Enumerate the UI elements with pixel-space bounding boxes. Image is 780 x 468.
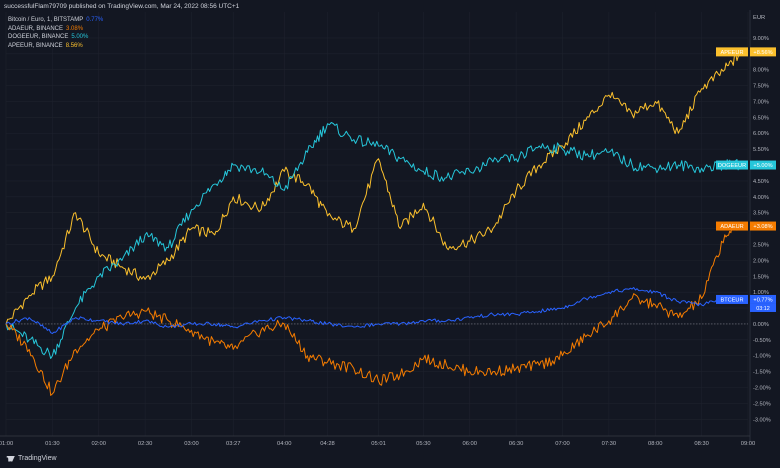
y-tick-label: 5.50% [753, 147, 769, 153]
y-tick-label: 2.50% [753, 242, 769, 248]
y-tick-label: 3.50% [753, 211, 769, 217]
x-tick-label: 04:28 [320, 441, 335, 447]
series-value-tag-text: +8.56% [753, 50, 772, 56]
y-tick-label: 6.50% [753, 115, 769, 121]
legend-value: 5.00% [71, 34, 89, 41]
x-tick-label: 07:30 [602, 441, 617, 447]
x-tick-label: 08:00 [648, 441, 663, 447]
series-line-btceur [5, 287, 743, 334]
y-tick-label: 1.00% [753, 290, 769, 296]
x-tick-label: 07:00 [555, 441, 570, 447]
series-name-tag [716, 221, 748, 231]
y-tick-label: 1.50% [753, 274, 769, 280]
x-tick-label: 03:27 [226, 441, 241, 447]
x-axis: 01:00 01:30 02:00 02:30 03:00 03:27 04:00 04:28… [0, 435, 756, 447]
x-tick-label: 03:00 [184, 441, 199, 447]
y-tick-label: 7.00% [753, 99, 769, 105]
x-tick-label: 09:00 [741, 441, 756, 447]
y-unit-label: EUR [753, 15, 765, 21]
x-tick-label: 06:00 [462, 441, 477, 447]
tradingview-logo-icon [6, 455, 15, 462]
legend-label: ADAEUR, BINANCE [8, 25, 64, 32]
x-tick-label: 08:30 [694, 441, 709, 447]
y-tick-label: -2.50% [753, 401, 771, 407]
series-value-tag-text: +3.08% [753, 224, 772, 230]
y-tick-label: 0.00% [753, 322, 769, 328]
y-tick-label: -3.00% [753, 417, 771, 423]
series-countdown-text: 03:12 [756, 306, 770, 312]
series-value-tag [750, 221, 776, 231]
price-tags: APEEUR +8.56% DOGEEUR +5.00% ADAEUR +3.08% BTC… [716, 47, 776, 312]
legend-value: 0.77% [86, 17, 104, 23]
series-value-tag [750, 47, 776, 57]
legend-item-ada[interactable]: ADAEUR, BINANCE 3.08% [8, 25, 103, 34]
y-tick-label: -1.00% [753, 354, 771, 360]
y-tick-label: 4.50% [753, 179, 769, 185]
legend-value: 3.08% [66, 25, 84, 32]
footer: TradingView [6, 455, 57, 462]
legend-label: Bitcoin / Euro, 1, BITSTAMP [8, 17, 84, 23]
series-name-tag [716, 47, 748, 57]
series-value-tag-text: +0.77% [753, 297, 772, 303]
footer-brand[interactable]: TradingView [18, 455, 57, 462]
legend-label: DOGEEUR, BINANCE [8, 34, 69, 41]
x-tick-label: 06:30 [509, 441, 524, 447]
series-layer [5, 51, 743, 396]
legend-item-doge[interactable]: DOGEEUR, BINANCE 5.00% [8, 33, 103, 42]
series-line-apeeur [5, 51, 743, 325]
series-value-tag-text: +5.00% [753, 163, 772, 169]
y-tick-label: 2.00% [753, 258, 769, 264]
y-tick-label: 7.50% [753, 84, 769, 90]
series-name-tag [716, 160, 748, 170]
x-tick-label: 05:01 [371, 441, 386, 447]
y-tick-label: -2.00% [753, 386, 771, 392]
y-tick-label: 6.00% [753, 131, 769, 137]
x-tick-label: 05:30 [416, 441, 431, 447]
legend-item-ape[interactable]: APEEUR, BINANCE 8.56% [8, 42, 103, 51]
legend-item-btc[interactable]: Bitcoin / Euro, 1, BITSTAMP 0.77% [8, 16, 103, 25]
series-countdown-tag [750, 303, 776, 312]
legend: Bitcoin / Euro, 1, BITSTAMP 0.77% ADAEUR,… [8, 16, 103, 50]
x-tick-label: 01:30 [45, 441, 60, 447]
y-tick-label: -0.50% [753, 338, 771, 344]
x-tick-label: 02:30 [138, 441, 153, 447]
x-tick-label: 04:00 [277, 441, 292, 447]
y-tick-label: 8.00% [753, 68, 769, 74]
grid-lines [5, 12, 749, 436]
series-name-tag-text: APEEUR [720, 50, 743, 56]
y-tick-label: 9.00% [753, 36, 769, 42]
y-tick-label: -1.50% [753, 370, 771, 376]
x-tick-label: 01:00 [0, 441, 13, 447]
series-name-tag-text: ADAEUR [720, 224, 743, 230]
publisher-header: successfulFlam79709 published on Trading… [4, 3, 240, 10]
series-name-tag-text: BTCEUR [721, 297, 744, 303]
series-line-dogeeur [5, 122, 743, 359]
series-line-adaeur [5, 225, 743, 396]
y-tick-label: 4.00% [753, 195, 769, 201]
series-name-tag [716, 294, 748, 304]
series-value-tag [750, 160, 776, 170]
series-value-tag [750, 294, 776, 304]
legend-value: 8.56% [65, 42, 83, 49]
legend-label: APEEUR, BINANCE [8, 42, 63, 49]
x-tick-label: 02:00 [91, 441, 106, 447]
series-name-tag-text: DOGEEUR [718, 163, 746, 169]
